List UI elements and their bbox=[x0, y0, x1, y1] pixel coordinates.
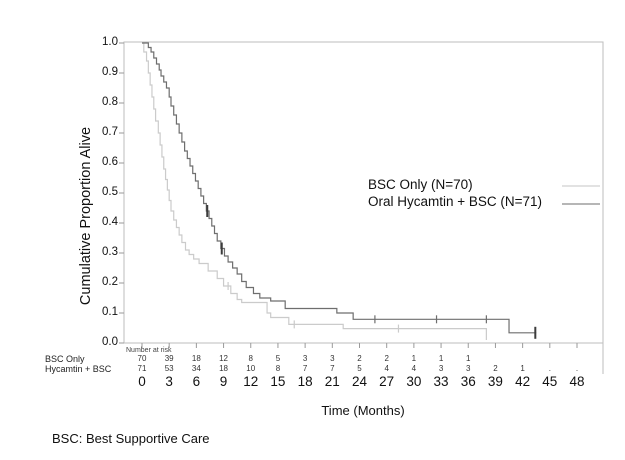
y-tick-label: 0.8 bbox=[102, 96, 118, 108]
risk-value: 1 bbox=[466, 354, 471, 363]
y-tick-label: 1.0 bbox=[102, 36, 118, 48]
x-tick-label: 33 bbox=[433, 374, 449, 389]
risk-table-title: Number at risk bbox=[126, 347, 172, 354]
risk-value: 7 bbox=[302, 364, 308, 373]
x-tick-label: 30 bbox=[406, 374, 422, 389]
risk-value: 70 bbox=[137, 354, 147, 363]
y-tick-label: 0.6 bbox=[102, 156, 118, 168]
x-tick-label: 0 bbox=[138, 374, 146, 389]
risk-value: 4 bbox=[411, 364, 417, 373]
plot-frame bbox=[123, 41, 604, 344]
risk-value: 3 bbox=[330, 354, 335, 363]
risk-value: 10 bbox=[246, 364, 256, 373]
risk-row-label-hycamtin: Hycamtin + BSC bbox=[45, 364, 112, 374]
y-tick-label: 0.5 bbox=[102, 186, 118, 198]
legend-label-hycamtin: Oral Hycamtin + BSC (N=71) bbox=[368, 194, 543, 209]
risk-value: 18 bbox=[219, 364, 229, 373]
risk-value: 34 bbox=[191, 364, 201, 373]
risk-value: 7 bbox=[330, 364, 335, 373]
y-tick-label: 0.4 bbox=[102, 216, 118, 228]
risk-value: 18 bbox=[191, 354, 201, 363]
km-curve-bsc-only bbox=[142, 42, 487, 340]
risk-value: 2 bbox=[384, 354, 389, 363]
risk-value: 71 bbox=[137, 364, 147, 373]
x-tick-label: 42 bbox=[515, 374, 531, 389]
x-tick-label: 39 bbox=[487, 374, 503, 389]
risk-value: . bbox=[548, 364, 551, 373]
x-tick-label: 12 bbox=[243, 374, 259, 389]
legend-label-bsc-only: BSC Only (N=70) bbox=[368, 177, 473, 192]
risk-value: 4 bbox=[384, 364, 389, 373]
risk-value: 1 bbox=[520, 364, 525, 373]
x-tick-label: 27 bbox=[379, 374, 395, 389]
x-tick-label: 18 bbox=[297, 374, 313, 389]
km-curve-hycamtin bbox=[142, 42, 537, 334]
x-tick-label: 9 bbox=[219, 374, 228, 389]
risk-value: 2 bbox=[357, 354, 362, 363]
x-tick-label: 6 bbox=[192, 374, 201, 389]
risk-value: 8 bbox=[275, 364, 281, 373]
x-tick-label: 15 bbox=[270, 374, 286, 389]
risk-value: 3 bbox=[302, 354, 308, 363]
y-tick-label: 0.7 bbox=[102, 126, 118, 138]
x-tick-label: 21 bbox=[324, 374, 340, 389]
x-tick-label: 24 bbox=[351, 374, 368, 389]
x-tick-label: 3 bbox=[165, 374, 173, 389]
risk-value: 5 bbox=[357, 364, 362, 373]
x-axis-title: Time (Months) bbox=[321, 403, 405, 418]
risk-value: 8 bbox=[248, 354, 253, 363]
risk-value: 2 bbox=[493, 364, 498, 373]
risk-row-label-bsc-only: BSC Only bbox=[45, 354, 85, 364]
x-tick-label: 36 bbox=[460, 374, 476, 389]
risk-value: 53 bbox=[164, 364, 174, 373]
y-tick-label: 0.9 bbox=[102, 66, 118, 78]
risk-value: 5 bbox=[275, 354, 281, 363]
y-tick-label: 0.2 bbox=[102, 276, 118, 288]
y-tick-label: 0.1 bbox=[102, 306, 118, 318]
risk-value: 3 bbox=[466, 364, 471, 373]
x-tick-label: 48 bbox=[569, 374, 585, 389]
risk-value: 1 bbox=[411, 354, 417, 363]
risk-value: 3 bbox=[438, 364, 444, 373]
risk-value: 1 bbox=[438, 354, 444, 363]
risk-value: . bbox=[575, 364, 579, 373]
y-tick-label: 0.0 bbox=[102, 336, 118, 348]
footnote: BSC: Best Supportive Care bbox=[52, 431, 210, 446]
x-tick-label: 45 bbox=[542, 374, 558, 389]
risk-value: 39 bbox=[164, 354, 174, 363]
y-tick-label: 0.3 bbox=[102, 246, 118, 258]
risk-value: 12 bbox=[219, 354, 229, 363]
